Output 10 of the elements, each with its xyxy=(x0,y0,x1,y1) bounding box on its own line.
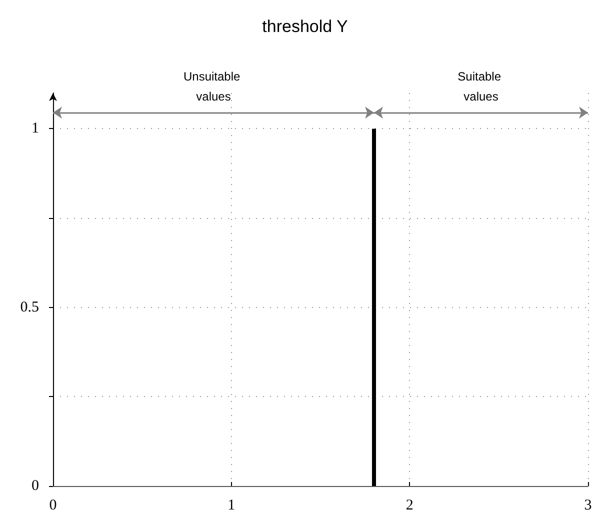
y-tick-label: 1 xyxy=(32,120,39,137)
x-tick-label: 0 xyxy=(49,498,57,514)
y-tick-label: 0.5 xyxy=(20,299,39,316)
x-tick-label: 1 xyxy=(228,498,236,514)
annotation: Suitable values xyxy=(458,70,504,104)
chart-title: threshold Y xyxy=(262,17,348,36)
x-tick-label: 2 xyxy=(406,498,414,514)
x-tick-label: 3 xyxy=(584,498,592,514)
annotation: Unsuitable values xyxy=(183,70,244,104)
y-tick-label: 0 xyxy=(32,478,39,494)
